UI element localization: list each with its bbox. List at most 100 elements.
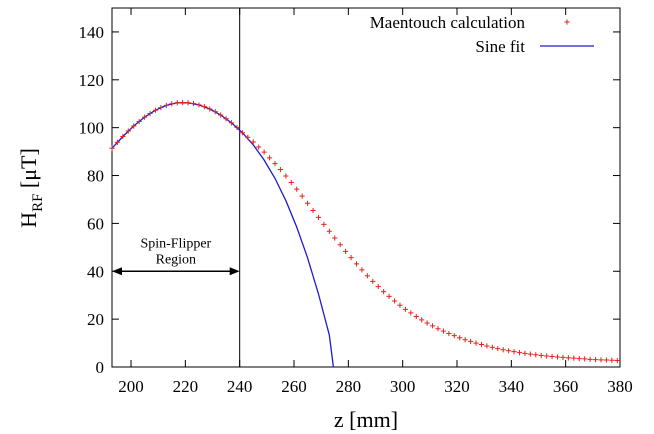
x-axis-label: z [mm] [334, 407, 398, 432]
data-point [614, 357, 620, 364]
data-point [152, 107, 159, 113]
y-tick-label: 80 [87, 167, 104, 186]
data-point [294, 186, 300, 192]
data-point [435, 326, 441, 332]
data-point [467, 338, 474, 344]
x-tick-label: 260 [281, 377, 307, 396]
sine-fit-series [111, 102, 335, 368]
data-point [315, 214, 322, 221]
data-point [473, 340, 479, 346]
data-point [310, 207, 316, 214]
data-point [391, 298, 398, 304]
data-point [413, 313, 419, 320]
data-point [484, 343, 490, 349]
legend: Maentouch calculation Sine fit [370, 13, 594, 56]
data-point [489, 344, 495, 350]
data-point [326, 228, 332, 234]
y-tick-label: 100 [79, 119, 105, 138]
data-point [582, 356, 588, 362]
data-point [565, 355, 571, 361]
data-point [544, 353, 550, 359]
arrowhead-right [229, 267, 240, 276]
data-point [511, 349, 517, 355]
legend-plus-marker [564, 19, 570, 25]
legend-marker-maentouch [564, 19, 570, 25]
data-point [185, 100, 191, 106]
y-tick-label: 40 [87, 262, 104, 281]
y-axis-label-main: H [16, 212, 41, 228]
data-point [196, 102, 202, 108]
data-point [440, 328, 447, 334]
data-point [587, 356, 593, 362]
y-tick-label: 20 [87, 310, 104, 329]
y-tick-label: 120 [79, 71, 105, 90]
axis-tick-labels: 200 220 240 260 280 300 320 340 360 380 0 20 40 60 80 1… [79, 23, 633, 396]
data-point [375, 283, 381, 290]
data-point [245, 134, 251, 140]
data-point [125, 128, 131, 134]
data-point [500, 347, 506, 353]
data-point [141, 114, 148, 120]
data-point [218, 112, 224, 118]
x-tick-label: 240 [227, 377, 253, 396]
region-label-line2: Region [156, 252, 196, 267]
data-point [114, 139, 121, 145]
x-tick-label: 280 [336, 377, 362, 396]
data-point [538, 352, 544, 359]
x-tick-label: 300 [390, 377, 416, 396]
data-point [598, 357, 604, 363]
data-point [234, 124, 240, 131]
plot-area-frame [111, 7, 621, 368]
x-tick-label: 360 [553, 377, 579, 396]
data-point [299, 193, 305, 199]
data-point [174, 100, 180, 106]
data-point [337, 242, 343, 248]
data-point [266, 155, 273, 161]
data-point [283, 173, 289, 179]
legend-label-sine-fit: Sine fit [475, 37, 525, 56]
data-point [370, 278, 376, 284]
data-point [136, 118, 142, 125]
x-tick-label: 200 [118, 377, 144, 396]
data-point [120, 133, 126, 140]
data-point [495, 345, 501, 352]
data-point [321, 221, 327, 227]
data-point [527, 351, 533, 357]
data-point [261, 149, 267, 155]
data-point [163, 102, 169, 109]
data-point [451, 333, 457, 339]
data-point [381, 289, 387, 295]
data-point [419, 317, 425, 323]
data-point [158, 104, 164, 111]
data-point [359, 267, 365, 273]
data-point [386, 293, 392, 299]
y-axis-label: HRF [μT] [16, 148, 46, 228]
data-point [462, 337, 468, 343]
data-point [609, 357, 615, 363]
data-point [277, 166, 284, 173]
data-point [250, 139, 256, 145]
data-point [397, 302, 403, 308]
data-point [516, 350, 523, 356]
data-point [201, 104, 207, 110]
data-point [549, 353, 555, 360]
y-tick-label: 0 [96, 358, 105, 377]
sine-fit-line [111, 102, 335, 368]
data-point [457, 335, 463, 341]
data-point [603, 357, 610, 363]
y-tick-label: 60 [87, 214, 104, 233]
x-tick-label: 380 [607, 377, 633, 396]
y-tick-label: 140 [79, 23, 105, 42]
data-point [190, 100, 197, 107]
data-point [522, 350, 528, 356]
data-point [348, 255, 354, 261]
x-tick-label: 320 [444, 377, 470, 396]
data-point [478, 341, 485, 348]
data-point [288, 179, 294, 186]
data-point [408, 310, 414, 316]
axis-ticks [112, 8, 621, 368]
data-point [560, 354, 566, 361]
data-point [364, 273, 370, 279]
data-point [571, 355, 577, 361]
data-point [180, 99, 186, 106]
